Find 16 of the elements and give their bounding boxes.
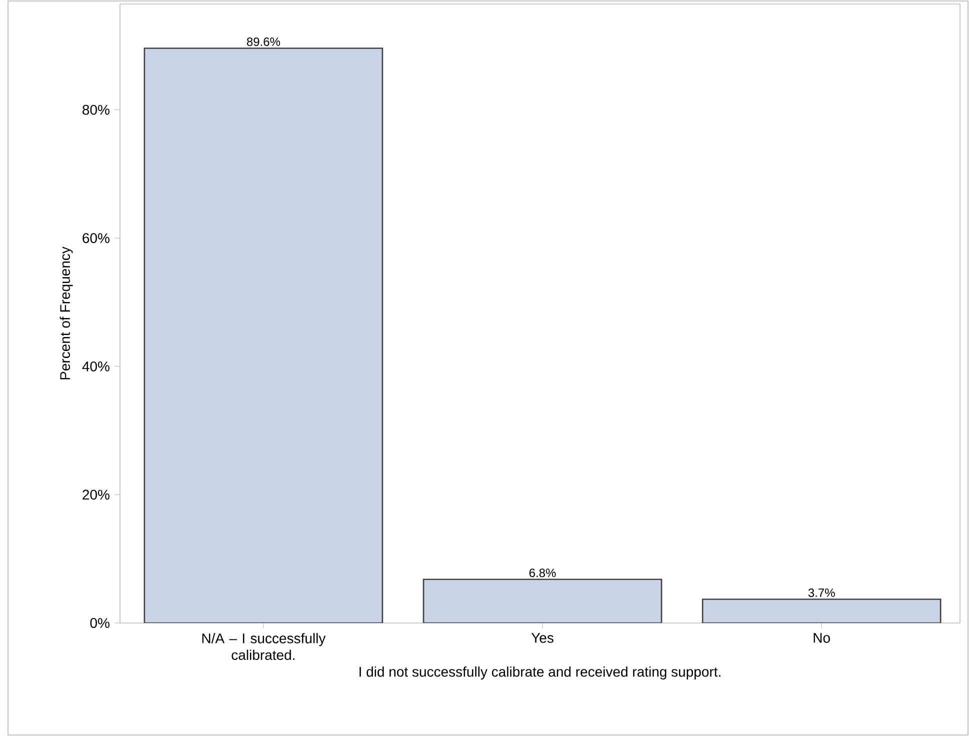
data-label: 6.8%	[529, 568, 556, 578]
y-tick-label: 0%	[90, 618, 110, 628]
data-label: 3.7%	[808, 588, 835, 598]
x-tick-label: N/A – I successfully calibrated.	[202, 633, 326, 660]
bar	[422, 578, 662, 623]
y-tick-label: 80%	[82, 104, 110, 115]
bar	[702, 598, 942, 623]
data-label: 89.6%	[246, 37, 280, 46]
y-axis-title: Percent of Frequency	[60, 246, 73, 380]
x-tick-label: No	[814, 633, 830, 643]
x-tick-label: Yes	[531, 633, 554, 643]
bar	[144, 48, 382, 623]
x-axis-title: I did not successfully calibrate and received rating support.	[360, 666, 720, 680]
y-tick-label: 60%	[82, 233, 110, 244]
y-tick-label: 40%	[82, 361, 110, 372]
y-tick-label: 20%	[82, 490, 110, 500]
